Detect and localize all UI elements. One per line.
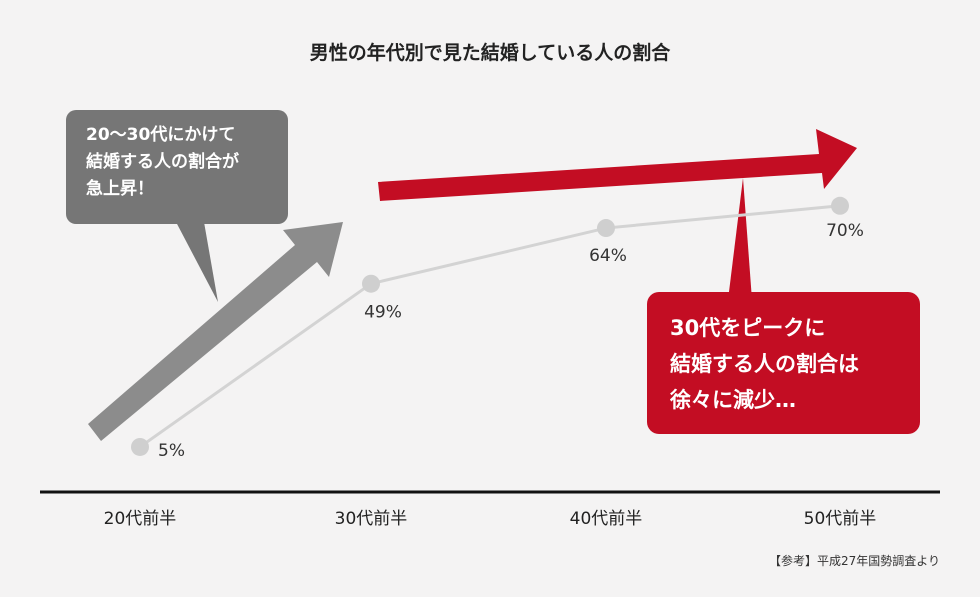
data-point-marker	[362, 274, 380, 293]
series-line	[139, 204, 841, 449]
red-callout-text: 30代をピークに 結婚する人の割合は 徐々に減少…	[670, 316, 859, 412]
data-label: 64%	[589, 246, 627, 266]
x-tick-label: 40代前半	[570, 509, 643, 529]
data-point-marker	[131, 437, 149, 456]
gray-callout-bubble	[66, 110, 288, 302]
x-tick-label: 30代前半	[335, 509, 408, 529]
data-label: 70%	[826, 221, 864, 241]
x-tick-label: 20代前半	[104, 509, 177, 529]
data-label: 5%	[158, 441, 185, 461]
data-label: 49%	[364, 303, 402, 323]
rising-trend-arrow	[88, 222, 343, 441]
chart-title: 男性の年代別で見た結婚している人の割合	[309, 42, 671, 64]
data-point-marker	[597, 219, 615, 238]
source-note: 【参考】平成27年国勢調査より	[768, 554, 940, 568]
red-callout-bubble	[647, 178, 920, 434]
peak-trend-arrow	[378, 129, 857, 201]
data-point-marker	[831, 196, 849, 215]
x-tick-label: 50代前半	[804, 509, 877, 529]
gray-callout-text: 20〜30代にかけて 結婚する人の割合が 急上昇！	[86, 125, 239, 199]
